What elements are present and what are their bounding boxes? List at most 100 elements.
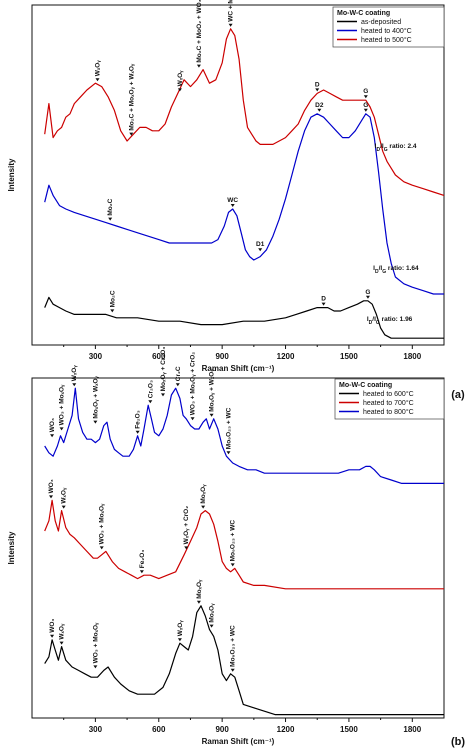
panel-tag: (a) — [451, 389, 465, 401]
legend-entry: heated to 600°C — [363, 390, 414, 398]
peak-marker — [315, 88, 320, 92]
peak-label: MoₓOᵧ — [196, 579, 203, 599]
peak-marker — [184, 546, 189, 550]
peak-marker — [175, 383, 180, 387]
peak-label: D — [321, 296, 326, 303]
legend-title: Mo-W-C coating — [337, 10, 390, 17]
panel-a: 300 600 900 1200 1500 1800 Raman Shift (cm⁻¹) I… — [7, 0, 465, 401]
peak-label: WO₃ + MoₓOᵧ + CrO₂ — [190, 352, 197, 415]
peak-label: Mo₂C — [109, 290, 116, 307]
legend-title: Mo-W-C coating — [339, 382, 392, 389]
panel-tag: (b) — [451, 736, 465, 748]
peak-marker — [148, 400, 153, 404]
peak-marker — [201, 505, 206, 509]
peak-marker — [363, 108, 368, 112]
peak-marker — [93, 665, 98, 669]
x-tick-label: 900 — [215, 725, 229, 734]
peak-label: D1 — [256, 241, 265, 248]
series-line — [44, 387, 444, 484]
peak-marker — [321, 302, 326, 306]
peak-label: Mo₉O₂₃ + WC — [230, 520, 237, 562]
peak-marker — [135, 430, 140, 434]
peak-label: WO₃ — [49, 418, 56, 432]
x-tick-label: 1800 — [403, 352, 421, 361]
series-line — [44, 28, 445, 196]
peak-marker — [258, 248, 263, 252]
x-axis-title: Raman Shift (cm⁻¹) — [202, 364, 275, 373]
x-tick-label: 300 — [89, 725, 103, 734]
peak-marker — [59, 641, 64, 645]
peak-marker — [72, 383, 77, 387]
x-tick-label: 300 — [89, 352, 103, 361]
peak-label: WₓOᵧ — [61, 487, 68, 504]
panel-b: 300 600 900 1200 1500 1800 Raman Shift (cm⁻¹) I… — [7, 347, 465, 748]
x-axis-title: Raman Shift (cm⁻¹) — [202, 737, 275, 746]
ratio-annotation: ID/IG ratio: 2.4 — [375, 143, 417, 153]
peak-marker — [50, 634, 55, 638]
peak-marker — [226, 451, 231, 455]
series-line — [44, 499, 444, 590]
peak-label: WₓOᵧ + CrO₂ — [183, 506, 190, 545]
legend-box — [334, 378, 445, 420]
peak-marker — [93, 420, 98, 424]
peak-label: Mo₂C — [107, 198, 114, 215]
legend-entry: heated to 500°C — [361, 36, 412, 44]
peak-label: WO₃ — [48, 479, 55, 493]
x-tick-label: 1800 — [403, 725, 421, 734]
y-axis-title: Intensity — [7, 158, 16, 191]
peak-marker — [177, 638, 182, 642]
peak-label: Cr₂C — [175, 366, 182, 381]
legend-entry: heated to 800°C — [363, 408, 414, 416]
peak-marker — [95, 78, 100, 82]
series-line — [44, 605, 444, 716]
plot-frame — [31, 377, 445, 719]
peak-marker — [129, 132, 134, 136]
ratio-annotation: ID/IG ratio: 1.64 — [373, 265, 419, 275]
peak-marker — [49, 495, 54, 499]
peak-marker — [209, 624, 214, 628]
peak-label: MoₓOᵧ + WₓOᵧ — [209, 369, 216, 412]
x-tick-label: 900 — [215, 352, 229, 361]
peak-marker — [50, 434, 55, 438]
series-line — [44, 113, 444, 295]
peak-marker — [160, 393, 165, 397]
x-tick-label: 1500 — [340, 725, 358, 734]
peak-marker — [363, 95, 368, 99]
peak-marker — [196, 64, 201, 68]
peak-marker — [230, 668, 235, 672]
peak-marker — [110, 309, 115, 313]
legend-box — [332, 6, 445, 48]
legend-entry: heated to 700°C — [363, 399, 414, 407]
ratio-annotation: ID/IG ratio: 1.96 — [367, 316, 413, 326]
peak-label: Fe₂O₃ — [139, 550, 146, 569]
x-tick-label: 1500 — [340, 352, 358, 361]
peak-label: G — [365, 289, 370, 296]
peak-marker — [177, 88, 182, 92]
x-tick-label: 1200 — [277, 725, 295, 734]
peak-marker — [108, 217, 113, 221]
peak-marker — [196, 600, 201, 604]
series-line — [44, 296, 444, 339]
peak-label: D2 — [315, 102, 324, 109]
peak-label: WO₃ + MoₓOᵧ — [99, 503, 106, 544]
peak-label: WₓOᵧ — [59, 623, 66, 640]
peak-label: WO₃ + MoₓOᵧ — [59, 384, 66, 425]
peak-label: MoₓOᵧ — [209, 603, 216, 623]
y-axis-title: Intensity — [7, 531, 16, 564]
peak-marker — [230, 204, 235, 207]
legend-entry: heated to 400°C — [361, 27, 412, 35]
peak-label: WC + MoₓOᵧ — [228, 0, 235, 22]
peak-marker — [190, 417, 195, 421]
peak-label: Mo₉O₂₃ + WC — [225, 407, 232, 449]
peak-label: WO₃ — [49, 619, 56, 633]
x-tick-label: 600 — [152, 725, 166, 734]
peak-label: Mo₂C + MoO₂ + WO₃ — [196, 0, 203, 63]
peak-marker — [230, 563, 235, 567]
peak-marker — [209, 413, 214, 417]
peak-label: MoₓOᵧ + Cr₂O₃ — [160, 347, 167, 392]
peak-marker — [59, 427, 64, 431]
peak-label: WₓOᵧ — [177, 620, 184, 637]
